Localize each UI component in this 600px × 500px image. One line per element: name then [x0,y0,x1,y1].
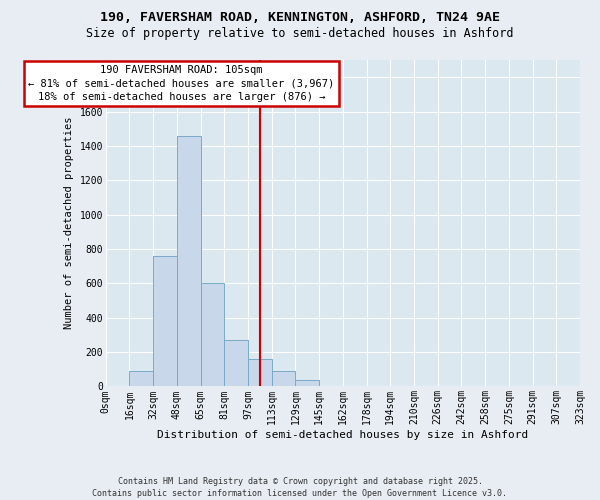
Bar [295,380,319,386]
Bar [224,340,248,386]
Y-axis label: Number of semi-detached properties: Number of semi-detached properties [64,117,74,330]
Text: 190 FAVERSHAM ROAD: 105sqm
← 81% of semi-detached houses are smaller (3,967)
18%: 190 FAVERSHAM ROAD: 105sqm ← 81% of semi… [28,65,335,102]
Bar [130,371,153,386]
Text: 190, FAVERSHAM ROAD, KENNINGTON, ASHFORD, TN24 9AE: 190, FAVERSHAM ROAD, KENNINGTON, ASHFORD… [100,11,500,24]
Text: Size of property relative to semi-detached houses in Ashford: Size of property relative to semi-detach… [86,28,514,40]
Bar [248,359,272,386]
Bar [272,371,295,386]
Text: Contains HM Land Registry data © Crown copyright and database right 2025.
Contai: Contains HM Land Registry data © Crown c… [92,476,508,498]
X-axis label: Distribution of semi-detached houses by size in Ashford: Distribution of semi-detached houses by … [157,430,529,440]
Bar [177,136,200,386]
Bar [153,256,177,386]
Bar [200,284,224,387]
